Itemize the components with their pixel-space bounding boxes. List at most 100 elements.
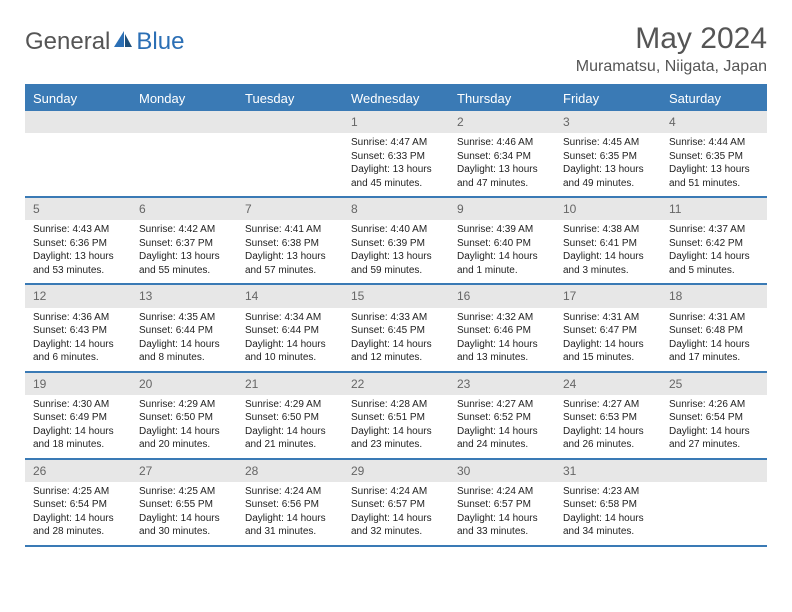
sunset-text: Sunset: 6:44 PM (245, 324, 335, 338)
daylight-text: Daylight: 14 hours and 27 minutes. (669, 425, 759, 452)
day-number: 29 (343, 460, 449, 482)
sunrise-text: Sunrise: 4:29 AM (245, 398, 335, 412)
day-body: Sunrise: 4:35 AMSunset: 6:44 PMDaylight:… (131, 308, 237, 371)
daylight-text: Daylight: 13 hours and 49 minutes. (563, 163, 653, 190)
daylight-text: Daylight: 14 hours and 32 minutes. (351, 512, 441, 539)
sunset-text: Sunset: 6:50 PM (139, 411, 229, 425)
daylight-text: Daylight: 14 hours and 10 minutes. (245, 338, 335, 365)
weekday-thu: Thursday (449, 86, 555, 111)
day-body: Sunrise: 4:37 AMSunset: 6:42 PMDaylight:… (661, 220, 767, 283)
sunset-text: Sunset: 6:36 PM (33, 237, 123, 251)
sunset-text: Sunset: 6:57 PM (351, 498, 441, 512)
day-cell: 17Sunrise: 4:31 AMSunset: 6:47 PMDayligh… (555, 285, 661, 370)
daylight-text: Daylight: 13 hours and 47 minutes. (457, 163, 547, 190)
daylight-text: Daylight: 14 hours and 13 minutes. (457, 338, 547, 365)
day-cell: 28Sunrise: 4:24 AMSunset: 6:56 PMDayligh… (237, 460, 343, 545)
day-cell: 5Sunrise: 4:43 AMSunset: 6:36 PMDaylight… (25, 198, 131, 283)
day-number: 24 (555, 373, 661, 395)
weekday-wed: Wednesday (343, 86, 449, 111)
daylight-text: Daylight: 13 hours and 45 minutes. (351, 163, 441, 190)
day-cell: 22Sunrise: 4:28 AMSunset: 6:51 PMDayligh… (343, 373, 449, 458)
day-body: Sunrise: 4:40 AMSunset: 6:39 PMDaylight:… (343, 220, 449, 283)
week-row: 1Sunrise: 4:47 AMSunset: 6:33 PMDaylight… (25, 111, 767, 198)
daylight-text: Daylight: 14 hours and 30 minutes. (139, 512, 229, 539)
sunrise-text: Sunrise: 4:43 AM (33, 223, 123, 237)
weekday-header: Sunday Monday Tuesday Wednesday Thursday… (25, 86, 767, 111)
day-number: 3 (555, 111, 661, 133)
sunset-text: Sunset: 6:44 PM (139, 324, 229, 338)
daylight-text: Daylight: 13 hours and 59 minutes. (351, 250, 441, 277)
sunset-text: Sunset: 6:54 PM (669, 411, 759, 425)
day-cell: 11Sunrise: 4:37 AMSunset: 6:42 PMDayligh… (661, 198, 767, 283)
day-body: Sunrise: 4:39 AMSunset: 6:40 PMDaylight:… (449, 220, 555, 283)
day-body: Sunrise: 4:29 AMSunset: 6:50 PMDaylight:… (131, 395, 237, 458)
sunrise-text: Sunrise: 4:25 AM (33, 485, 123, 499)
day-cell: 3Sunrise: 4:45 AMSunset: 6:35 PMDaylight… (555, 111, 661, 196)
day-body: Sunrise: 4:27 AMSunset: 6:53 PMDaylight:… (555, 395, 661, 458)
daylight-text: Daylight: 14 hours and 8 minutes. (139, 338, 229, 365)
day-cell: 25Sunrise: 4:26 AMSunset: 6:54 PMDayligh… (661, 373, 767, 458)
day-number: 13 (131, 285, 237, 307)
day-cell: 9Sunrise: 4:39 AMSunset: 6:40 PMDaylight… (449, 198, 555, 283)
day-body: Sunrise: 4:25 AMSunset: 6:54 PMDaylight:… (25, 482, 131, 545)
sunset-text: Sunset: 6:49 PM (33, 411, 123, 425)
day-cell (237, 111, 343, 196)
sunrise-text: Sunrise: 4:24 AM (245, 485, 335, 499)
sunset-text: Sunset: 6:45 PM (351, 324, 441, 338)
day-body: Sunrise: 4:23 AMSunset: 6:58 PMDaylight:… (555, 482, 661, 545)
day-cell: 30Sunrise: 4:24 AMSunset: 6:57 PMDayligh… (449, 460, 555, 545)
daylight-text: Daylight: 14 hours and 17 minutes. (669, 338, 759, 365)
sunrise-text: Sunrise: 4:34 AM (245, 311, 335, 325)
day-body: Sunrise: 4:25 AMSunset: 6:55 PMDaylight:… (131, 482, 237, 545)
logo-text-2: Blue (136, 28, 184, 56)
week-row: 5Sunrise: 4:43 AMSunset: 6:36 PMDaylight… (25, 198, 767, 285)
day-cell: 27Sunrise: 4:25 AMSunset: 6:55 PMDayligh… (131, 460, 237, 545)
day-body: Sunrise: 4:43 AMSunset: 6:36 PMDaylight:… (25, 220, 131, 283)
daylight-text: Daylight: 14 hours and 34 minutes. (563, 512, 653, 539)
day-body: Sunrise: 4:41 AMSunset: 6:38 PMDaylight:… (237, 220, 343, 283)
sunrise-text: Sunrise: 4:42 AM (139, 223, 229, 237)
day-number: 17 (555, 285, 661, 307)
weekday-sun: Sunday (25, 86, 131, 111)
sunset-text: Sunset: 6:51 PM (351, 411, 441, 425)
sunset-text: Sunset: 6:43 PM (33, 324, 123, 338)
sunset-text: Sunset: 6:52 PM (457, 411, 547, 425)
daylight-text: Daylight: 14 hours and 3 minutes. (563, 250, 653, 277)
sunrise-text: Sunrise: 4:38 AM (563, 223, 653, 237)
day-number: 4 (661, 111, 767, 133)
day-number: 2 (449, 111, 555, 133)
sunset-text: Sunset: 6:34 PM (457, 150, 547, 164)
day-number: 26 (25, 460, 131, 482)
sunrise-text: Sunrise: 4:27 AM (457, 398, 547, 412)
sunrise-text: Sunrise: 4:26 AM (669, 398, 759, 412)
daylight-text: Daylight: 14 hours and 33 minutes. (457, 512, 547, 539)
day-number: 21 (237, 373, 343, 395)
sunrise-text: Sunrise: 4:31 AM (563, 311, 653, 325)
week-row: 26Sunrise: 4:25 AMSunset: 6:54 PMDayligh… (25, 460, 767, 547)
sunset-text: Sunset: 6:46 PM (457, 324, 547, 338)
sunrise-text: Sunrise: 4:36 AM (33, 311, 123, 325)
sunset-text: Sunset: 6:48 PM (669, 324, 759, 338)
sunrise-text: Sunrise: 4:24 AM (351, 485, 441, 499)
day-body: Sunrise: 4:29 AMSunset: 6:50 PMDaylight:… (237, 395, 343, 458)
day-number: 9 (449, 198, 555, 220)
sunrise-text: Sunrise: 4:35 AM (139, 311, 229, 325)
day-number (237, 111, 343, 133)
day-body: Sunrise: 4:30 AMSunset: 6:49 PMDaylight:… (25, 395, 131, 458)
sail-icon (112, 28, 134, 56)
day-body: Sunrise: 4:28 AMSunset: 6:51 PMDaylight:… (343, 395, 449, 458)
day-cell: 16Sunrise: 4:32 AMSunset: 6:46 PMDayligh… (449, 285, 555, 370)
day-number: 30 (449, 460, 555, 482)
day-body: Sunrise: 4:26 AMSunset: 6:54 PMDaylight:… (661, 395, 767, 458)
sunrise-text: Sunrise: 4:40 AM (351, 223, 441, 237)
daylight-text: Daylight: 14 hours and 24 minutes. (457, 425, 547, 452)
day-body: Sunrise: 4:38 AMSunset: 6:41 PMDaylight:… (555, 220, 661, 283)
daylight-text: Daylight: 14 hours and 18 minutes. (33, 425, 123, 452)
day-number: 20 (131, 373, 237, 395)
day-cell: 15Sunrise: 4:33 AMSunset: 6:45 PMDayligh… (343, 285, 449, 370)
day-body: Sunrise: 4:44 AMSunset: 6:35 PMDaylight:… (661, 133, 767, 196)
day-number (661, 460, 767, 482)
weekday-tue: Tuesday (237, 86, 343, 111)
sunset-text: Sunset: 6:58 PM (563, 498, 653, 512)
daylight-text: Daylight: 14 hours and 12 minutes. (351, 338, 441, 365)
